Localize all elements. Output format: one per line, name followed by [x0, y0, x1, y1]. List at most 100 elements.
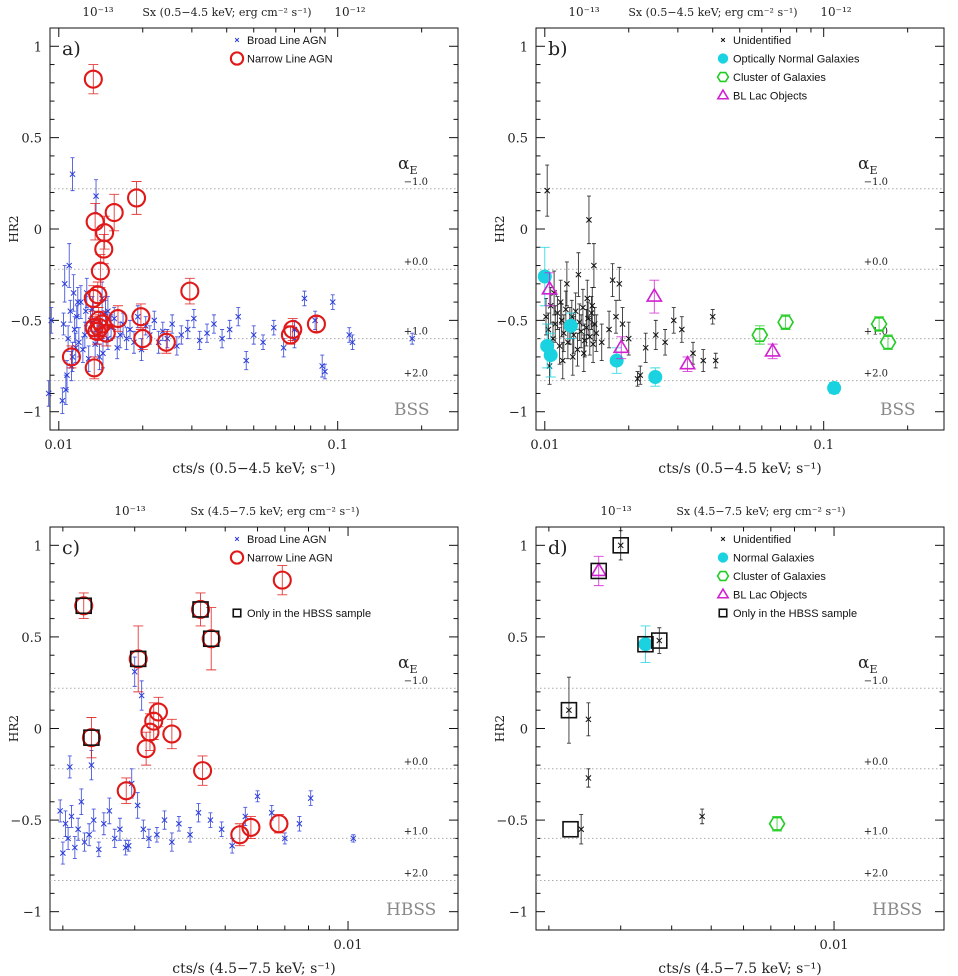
error-bar — [882, 334, 893, 351]
data-point — [598, 339, 605, 346]
y-tick-label: 0 — [34, 223, 42, 238]
reference-line-label: +0.0 — [404, 757, 428, 768]
data-point — [670, 317, 677, 324]
y-tick-label: 0.5 — [21, 132, 42, 147]
alpha-symbol: α — [398, 653, 410, 673]
series-narrow-line-agn — [61, 64, 326, 380]
data-point — [122, 844, 129, 851]
data-point — [126, 188, 147, 208]
data-point — [116, 781, 136, 801]
data-point — [144, 711, 164, 731]
data-point — [59, 397, 66, 404]
data-point — [578, 826, 585, 833]
data-point — [616, 280, 623, 287]
data-point — [81, 728, 101, 748]
series-only-in-the-hbss-sample — [75, 597, 220, 746]
data-point — [269, 814, 289, 834]
y-tick-label: −0.5 — [496, 814, 528, 829]
data-point — [280, 344, 287, 351]
legend-label: Narrow Line AGN — [247, 54, 333, 66]
alpha-label: αE — [398, 154, 418, 177]
data-point — [585, 775, 592, 781]
top-axis-label: Sx (0.5−4.5 keV; erg cm⁻² s⁻¹) — [142, 6, 311, 19]
legend-label: Cluster of Galaxies — [733, 72, 826, 84]
alpha-subscript: E — [869, 164, 877, 177]
x-tick-label: 0.1 — [327, 438, 348, 453]
alpha-symbol: α — [858, 154, 870, 174]
error-bar — [195, 592, 206, 627]
reference-line-label: +2.0 — [404, 369, 428, 380]
data-point — [578, 328, 585, 335]
sample-tag: HBSS — [872, 900, 922, 920]
data-point — [127, 326, 133, 333]
legend-marker — [232, 608, 242, 618]
data-point — [61, 347, 81, 367]
x-tick-label: 0.1 — [813, 438, 834, 453]
y-tick-label: −1 — [23, 906, 42, 921]
data-point — [134, 313, 141, 320]
data-point — [65, 835, 72, 842]
reference-line-label: +1.0 — [864, 327, 888, 338]
alpha-symbol: α — [398, 154, 410, 174]
alpha-label: αE — [398, 653, 418, 676]
data-point — [195, 809, 202, 816]
x-tick-label: 0.01 — [530, 438, 559, 453]
legend-label: BL Lac Objects — [733, 91, 808, 103]
data-point — [260, 339, 267, 346]
data-point — [86, 831, 93, 838]
data-point — [104, 308, 111, 315]
x-tick-label: 0.01 — [334, 938, 363, 953]
error-bar — [593, 555, 604, 587]
data-point — [128, 649, 148, 669]
data-point — [662, 339, 669, 346]
data-point — [57, 807, 64, 814]
data-point — [593, 330, 600, 337]
plot-frame — [49, 526, 459, 931]
data-point — [151, 317, 158, 324]
data-point — [125, 842, 132, 849]
reference-line-label: −1.0 — [404, 676, 428, 687]
legend-marker — [720, 37, 726, 43]
data-point — [93, 193, 99, 200]
data-point — [652, 332, 659, 338]
data-point — [613, 313, 619, 320]
data-point — [129, 650, 147, 668]
data-point — [96, 353, 103, 360]
error-bar — [277, 565, 288, 596]
error-bar — [287, 318, 298, 341]
data-point — [123, 335, 130, 342]
data-point — [306, 314, 326, 334]
data-point — [560, 330, 567, 337]
data-point — [117, 332, 124, 338]
legend-marker — [716, 570, 730, 582]
data-point — [588, 310, 595, 317]
data-point — [148, 702, 168, 722]
data-point — [541, 280, 559, 295]
reference-line-label: +1.0 — [864, 826, 888, 837]
data-point — [768, 816, 786, 831]
top-axis-label: Sx (4.5−7.5 keV; erg cm⁻² s⁻¹) — [190, 505, 359, 518]
error-bar — [90, 202, 101, 241]
y-tick-label: 0 — [520, 223, 528, 238]
data-point — [140, 826, 147, 833]
data-point — [100, 820, 107, 827]
data-point — [827, 380, 842, 395]
legend-label: Broad Line AGN — [247, 534, 327, 546]
data-point — [612, 537, 630, 554]
data-point — [226, 326, 233, 333]
data-point — [241, 817, 261, 837]
data-point — [89, 318, 110, 338]
error-bar — [649, 279, 660, 314]
data-point — [67, 308, 74, 315]
data-point — [562, 820, 579, 838]
data-point — [61, 280, 68, 287]
y-tick-label: −1 — [509, 906, 528, 921]
data-point — [114, 344, 121, 351]
data-point — [585, 716, 592, 723]
data-point — [700, 357, 707, 364]
error-bar — [874, 316, 885, 332]
alpha-label: αE — [858, 154, 878, 177]
panel-label: d) — [548, 537, 568, 559]
data-point — [570, 332, 577, 338]
error-bar — [137, 327, 148, 351]
